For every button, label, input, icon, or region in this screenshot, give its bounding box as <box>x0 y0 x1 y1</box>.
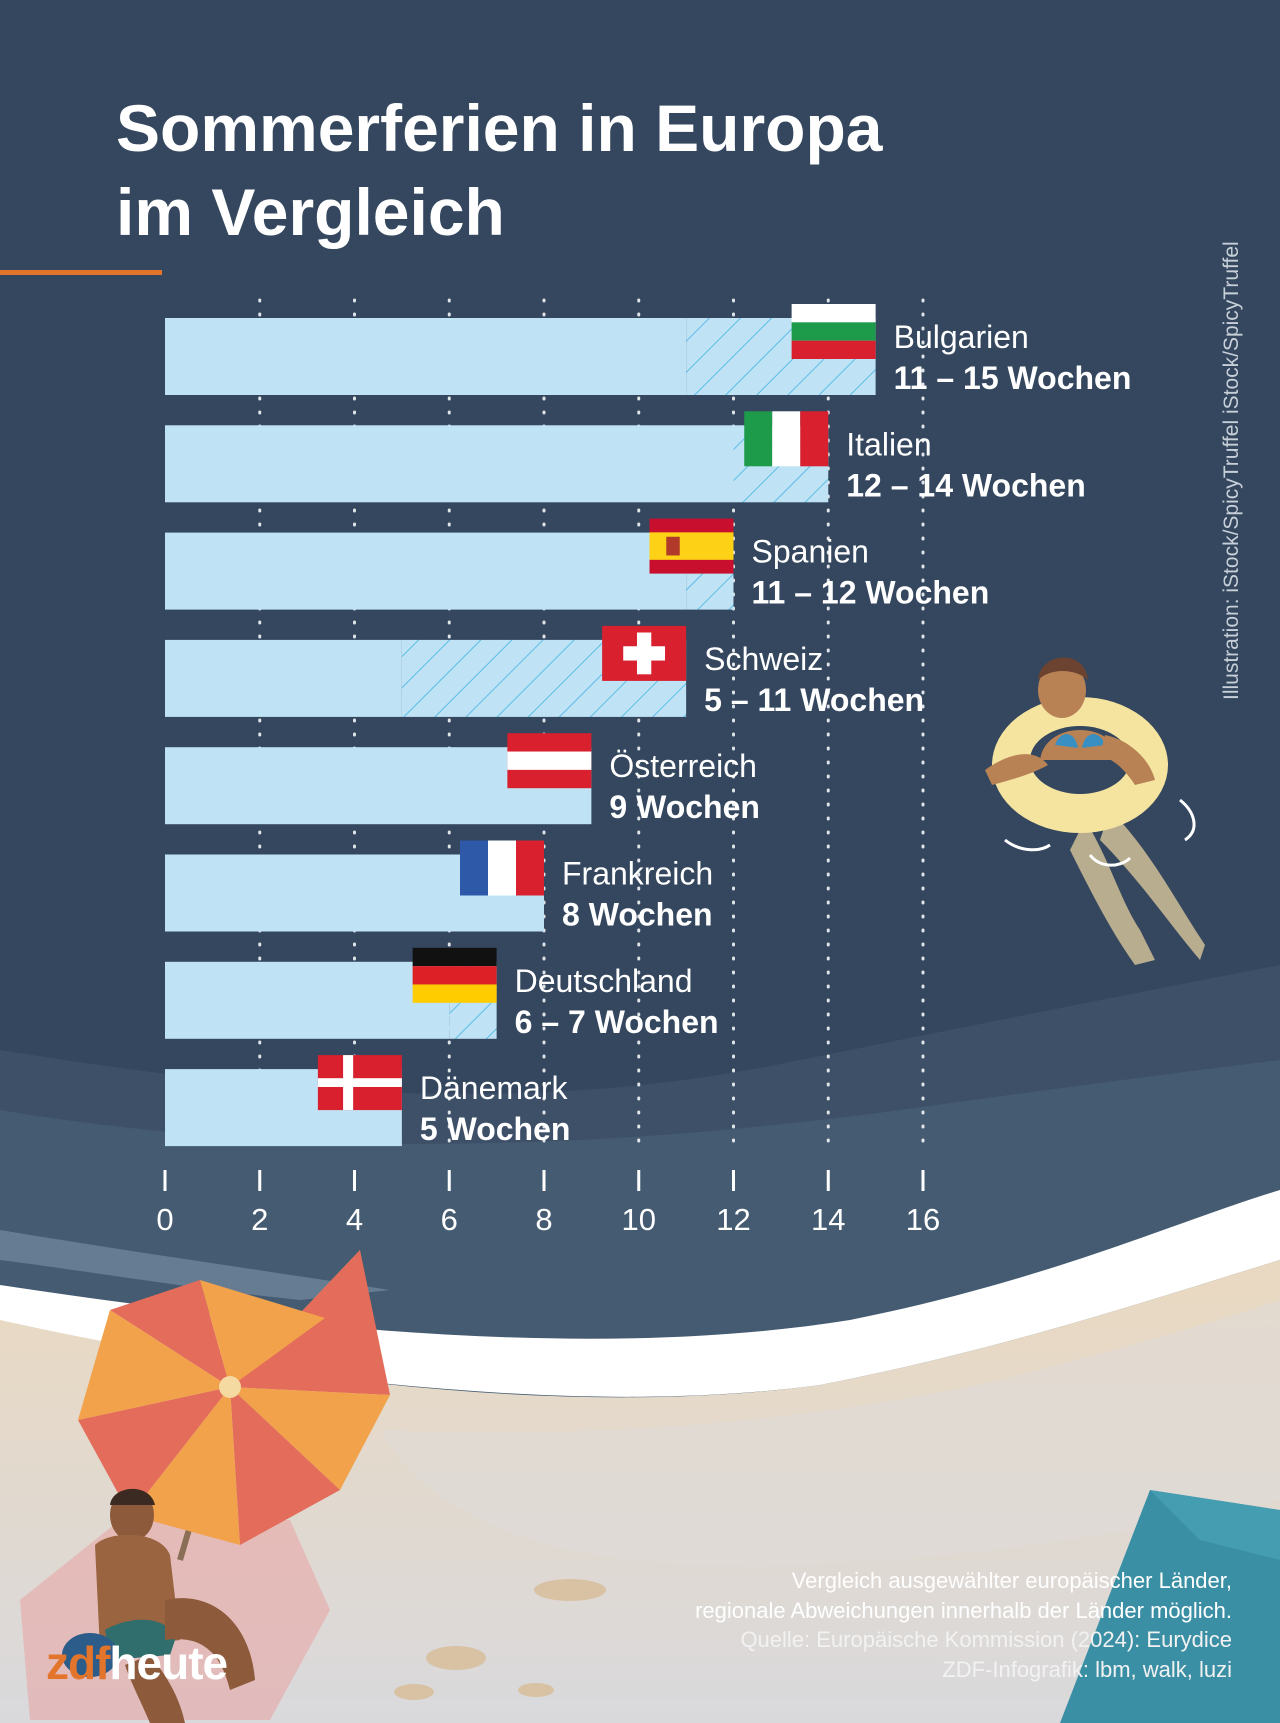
bar-label-weeks-france: 8 Wochen <box>562 897 713 933</box>
x-tick-label-10: 10 <box>622 1202 656 1237</box>
bar-label-country-bulgaria: Bulgarien <box>894 319 1029 355</box>
sand-spot <box>534 1579 606 1601</box>
footnote: Vergleich ausgewählter europäischer Länd… <box>695 1566 1232 1684</box>
x-tick-label-12: 12 <box>716 1202 750 1237</box>
logo-heute: heute <box>109 1637 228 1689</box>
bars: Bulgarien 11 – 15 Wochen Italien 12 – 14 Wo… <box>165 304 1131 1147</box>
denmark-flag <box>317 1055 402 1111</box>
footnote-author: ZDF-Infografik: lbm, walk, luzi <box>942 1656 1232 1682</box>
sand-spot <box>394 1684 434 1700</box>
italy-flag <box>744 411 829 467</box>
bar-row-germany: Deutschland 6 – 7 Wochen <box>165 947 719 1040</box>
chart-title: Sommerferien in Europa im Vergleich <box>116 86 883 254</box>
bar-label-country-france: Frankreich <box>562 856 713 892</box>
accent-line <box>0 270 162 275</box>
bar-min-spain <box>165 532 687 610</box>
x-tick-label-6: 6 <box>441 1202 458 1237</box>
beach-shade <box>380 1300 1280 1566</box>
bar-label-country-spain: Spanien <box>752 534 869 570</box>
bar-row-bulgaria: Bulgarien 11 – 15 Wochen <box>165 304 1131 396</box>
chart-title-line-1: Sommerferien in Europa <box>116 91 883 165</box>
austria-flag <box>507 733 592 789</box>
bar-min-switzerland <box>165 639 402 717</box>
bulgaria-flag <box>791 304 876 359</box>
sand-spot <box>518 1683 554 1697</box>
germany-flag <box>412 947 497 1003</box>
beach-umbrella <box>78 1250 390 1561</box>
bar-min-bulgaria <box>165 318 687 395</box>
bar-row-italy: Italien 12 – 14 Wochen <box>165 411 1086 503</box>
x-tick-label-16: 16 <box>906 1202 940 1237</box>
bar-label-country-denmark: Dänemark <box>420 1070 569 1106</box>
sitting-person <box>62 1488 255 1723</box>
bar-row-france: Frankreich 8 Wochen <box>165 840 713 933</box>
bar-label-weeks-switzerland: 5 – 11 Wochen <box>704 682 924 718</box>
x-tick-label-14: 14 <box>811 1202 845 1237</box>
bar-row-switzerland: Schweiz 5 – 11 Wochen <box>165 625 924 718</box>
x-tick-label-8: 8 <box>535 1202 552 1237</box>
bar-row-denmark: Dänemark 5 Wochen <box>165 1055 570 1147</box>
blue-umbrella <box>1060 1490 1280 1723</box>
x-tick-label-4: 4 <box>346 1202 363 1237</box>
sea-wave-light <box>0 1230 390 1300</box>
sand-spot <box>426 1646 486 1670</box>
bar-label-weeks-spain: 11 – 12 Wochen <box>752 575 990 611</box>
bar-label-country-italy: Italien <box>846 426 931 462</box>
footnote-source: Quelle: Europäische Kommission (2024): E… <box>740 1627 1232 1652</box>
bar-row-spain: Spanien 11 – 12 Wochen <box>165 518 990 611</box>
footnote-note-line-1: Vergleich ausgewählter europäischer Länd… <box>791 1568 1232 1593</box>
bar-label-weeks-austria: 9 Wochen <box>609 789 760 825</box>
zdfheute-logo: zdfheute <box>46 1636 228 1690</box>
x-tick-label-0: 0 <box>156 1202 173 1237</box>
spain-flag <box>649 518 734 574</box>
swimmer-illustration <box>985 657 1205 965</box>
footnote-note-line-2: regionale Abweichungen innerhalb der Län… <box>695 1597 1232 1623</box>
bar-label-weeks-bulgaria: 11 – 15 Wochen <box>894 360 1132 396</box>
france-flag <box>460 840 544 896</box>
switzerland-flag <box>602 625 687 681</box>
bar-min-italy <box>165 425 734 503</box>
bar-label-weeks-denmark: 5 Wochen <box>420 1111 571 1147</box>
logo-zdf: zdf <box>46 1637 110 1689</box>
bar-label-weeks-germany: 6 – 7 Wochen <box>515 1004 719 1040</box>
x-tick-label-2: 2 <box>251 1202 268 1237</box>
bar-label-weeks-italy: 12 – 14 Wochen <box>846 467 1086 503</box>
x-axis: 0 2 4 6 8 10 12 14 16 <box>156 1170 940 1237</box>
bar-row-austria: Österreich 9 Wochen <box>165 733 760 825</box>
chart-title-line-2: im Vergleich <box>116 175 505 249</box>
bar-label-country-switzerland: Schweiz <box>704 641 823 677</box>
bar-min-germany <box>165 961 450 1039</box>
bar-label-country-austria: Österreich <box>609 748 757 784</box>
bar-label-country-germany: Deutschland <box>515 963 693 999</box>
